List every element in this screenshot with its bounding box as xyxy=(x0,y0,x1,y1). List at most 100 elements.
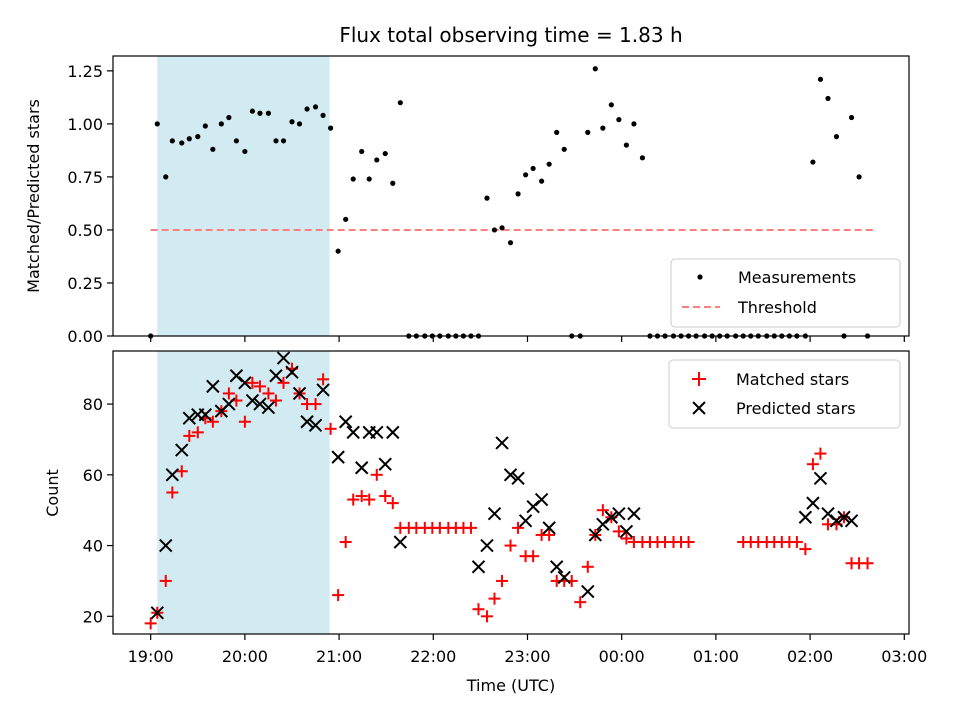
top-y-tick-label: 0.00 xyxy=(67,327,103,346)
predicted-star-point xyxy=(557,570,571,585)
predicted-star-point xyxy=(222,397,236,411)
matched-star-point xyxy=(574,596,587,609)
bottom-y-tick-label: 40 xyxy=(83,537,103,556)
measurement-point xyxy=(585,129,591,135)
matched-star-point xyxy=(370,468,383,481)
x-tick-label: 01:00 xyxy=(693,647,739,666)
measurement-point xyxy=(817,76,824,82)
matched-star-point xyxy=(790,536,803,549)
matched-star-point xyxy=(543,528,556,541)
top-observing-window xyxy=(157,56,330,336)
measurement-point xyxy=(257,110,263,116)
predicted-star-point xyxy=(518,514,533,528)
predicted-star-point xyxy=(300,415,314,429)
top-legend-box xyxy=(670,258,901,328)
matched-star-point xyxy=(527,550,540,563)
measurement-point xyxy=(810,159,816,165)
predicted-star-point xyxy=(253,397,267,411)
predicted-star-point xyxy=(619,524,634,539)
x-tick-label: 23:00 xyxy=(504,647,550,666)
predicted-star-point xyxy=(511,471,525,486)
x-tick-label: 22:00 xyxy=(410,647,456,666)
measurement-point xyxy=(608,102,614,108)
predicted-star-point xyxy=(354,461,369,475)
measurement-point xyxy=(265,110,272,116)
matched-star-point xyxy=(480,610,493,623)
measurement-point xyxy=(273,138,279,144)
legend-matched-marker xyxy=(692,372,706,386)
matched-star-point xyxy=(206,415,219,428)
matched-star-point xyxy=(488,592,501,605)
predicted-star-point xyxy=(198,407,213,422)
predicted-star-point xyxy=(386,425,400,440)
predicted-star-point xyxy=(588,528,603,542)
matched-star-point xyxy=(581,560,594,573)
matched-star-point xyxy=(861,557,874,570)
bottom-plot-frame xyxy=(112,350,910,635)
measurement-point xyxy=(507,240,514,246)
measurement-point xyxy=(848,114,855,121)
predicted-star-point xyxy=(813,471,828,486)
predicted-star-point xyxy=(269,369,283,383)
predicted-star-point xyxy=(206,379,220,394)
predicted-star-point xyxy=(331,450,345,464)
x-tick-label: 00:00 xyxy=(599,647,645,666)
matched-star-point xyxy=(144,617,157,630)
predicted-star-point xyxy=(182,411,197,425)
measurement-point xyxy=(296,121,303,127)
measurement-point xyxy=(335,248,341,254)
measurement-point xyxy=(233,138,240,144)
bottom-y-ticks: 20 40 60 80 xyxy=(83,395,113,626)
predicted-star-point xyxy=(165,468,180,482)
bottom-y-tick-label: 80 xyxy=(83,395,103,414)
predicted-star-point xyxy=(542,521,556,535)
measurement-point xyxy=(600,125,606,131)
measurement-point xyxy=(280,138,287,144)
predicted-star-point xyxy=(285,365,299,379)
measurement-point xyxy=(179,140,185,146)
matched-star-point xyxy=(166,486,179,499)
predicted-star-point xyxy=(798,510,813,524)
matched-star-point xyxy=(620,532,633,545)
measurement-point xyxy=(539,178,545,184)
predicted-star-point xyxy=(534,492,549,507)
measurement-point xyxy=(343,216,349,222)
top-panel: 0.00 0.25 0.50 0.75 1.00 1.25 Matched/Predict… xyxy=(24,55,910,346)
matched-star-point xyxy=(612,525,625,538)
measurement-point xyxy=(390,180,396,186)
measurement-point xyxy=(397,100,403,106)
predicted-star-point xyxy=(604,510,619,524)
legend-measurements-marker xyxy=(697,274,703,280)
bottom-panel-marks xyxy=(144,351,874,630)
measurement-point xyxy=(366,176,372,182)
predicted-star-point xyxy=(245,393,260,408)
predicted-star-point xyxy=(581,584,595,599)
matched-star-point xyxy=(496,574,509,587)
predicted-star-point xyxy=(612,507,626,521)
matched-star-point xyxy=(222,387,235,400)
matched-star-point xyxy=(596,504,609,517)
measurement-point xyxy=(382,150,388,157)
measurement-point xyxy=(484,195,490,201)
matched-star-point xyxy=(512,521,525,534)
predicted-star-point xyxy=(627,507,641,521)
bottom-legend: Matched stars Predicted stars xyxy=(668,359,901,429)
predicted-star-point xyxy=(806,496,820,510)
predicted-star-point xyxy=(316,383,330,397)
measurement-point xyxy=(289,119,295,125)
matched-star-point xyxy=(339,536,352,549)
measurement-point xyxy=(312,104,319,110)
predicted-star-point xyxy=(159,538,173,553)
matched-star-point xyxy=(269,394,282,407)
top-plot-frame xyxy=(112,55,910,337)
predicted-star-point xyxy=(238,376,252,390)
predicted-star-point xyxy=(844,514,859,528)
measurement-point xyxy=(639,155,646,161)
measurement-point xyxy=(195,134,201,140)
measurement-point xyxy=(359,148,365,155)
measurement-point xyxy=(530,165,536,172)
bottom-x-ticks: 19:00 20:00 21:00 22:00 23:00 00:00 01:00 02:00… xyxy=(128,634,927,666)
predicted-star-point xyxy=(487,507,502,521)
predicted-star-point xyxy=(175,443,189,457)
